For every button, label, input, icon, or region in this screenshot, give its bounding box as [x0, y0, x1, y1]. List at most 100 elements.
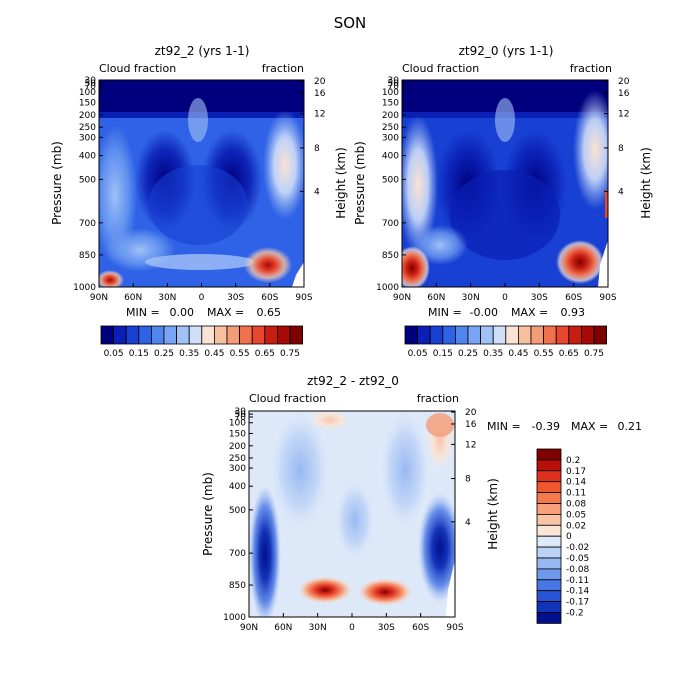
colorbar-label: 0.05	[408, 349, 428, 359]
y-tick-label: 250	[229, 454, 246, 464]
panel-b-colorbar: 0.05 0.15 0.25 0.35 0.45 0.55 0.65 0.75	[404, 325, 608, 359]
colorbar-label: 0	[566, 532, 572, 542]
colorbar-label: 0.08	[566, 500, 586, 510]
y-tick-label: 100	[79, 88, 96, 98]
y-tick-label: 150	[382, 99, 399, 109]
panel-a-y-ticks-right: 4 8 12 16 20	[300, 77, 326, 197]
colorbar-swatch	[555, 325, 570, 345]
panel-b-right-label: fraction	[570, 62, 612, 75]
panel-c-x-ticks: 90N 60N 30N 0 30S 60S 90S	[240, 613, 464, 633]
y-tick-label: 700	[79, 219, 96, 229]
y-tick-label: 30	[388, 76, 400, 86]
colorbar-label: -0.02	[566, 543, 589, 553]
colorbar-swatch	[536, 503, 562, 515]
y-tick-label: 850	[79, 251, 96, 261]
panel-a-x-ticks: 90N 60N 30N 0 30S 60S 90S	[90, 283, 313, 303]
x-tick-label: 90N	[90, 293, 108, 303]
colorbar-swatch	[568, 325, 582, 345]
colorbar-swatch	[188, 325, 203, 345]
colorbar-swatch	[536, 448, 562, 461]
y-tick-label: 250	[382, 123, 399, 133]
colorbar-swatch	[226, 325, 241, 345]
panel-c-field	[249, 411, 455, 617]
x-tick-label: 0	[502, 293, 508, 303]
panel-b-x-ticks: 90N 60N 30N 0 30S 60S 90S	[393, 283, 617, 303]
panel-b-y-ticks-right: 4 8 12 16 20	[604, 77, 630, 197]
colorbar-label: -0.14	[566, 587, 590, 597]
x-tick-label: 60N	[124, 293, 142, 303]
panel-c: zt92_2 - zt92_0 Cloud fraction fraction …	[201, 374, 642, 633]
y-tick-label: 700	[229, 549, 246, 559]
colorbar-swatch	[536, 492, 562, 504]
colorbar-swatch	[276, 325, 291, 345]
y-tick-right-label: 16	[465, 420, 477, 430]
y-tick-label: 300	[79, 133, 96, 143]
colorbar-label: 0.17	[566, 467, 586, 477]
panel-a-min-label: MIN =	[126, 306, 160, 319]
x-tick-label: 30N	[462, 293, 480, 303]
y-tick-label: 200	[382, 111, 399, 121]
colorbar-label: 0.14	[566, 478, 586, 488]
y-tick-right-label: 12	[618, 110, 629, 120]
x-tick-label: 30S	[227, 293, 244, 303]
x-tick-label: 60N	[427, 293, 445, 303]
colorbar-label: 0.45	[204, 349, 224, 359]
y-tick-label: 1000	[376, 283, 399, 293]
panel-a-right-label: fraction	[262, 62, 304, 75]
y-tick-label: 500	[382, 175, 399, 185]
colorbar-swatch	[239, 325, 253, 345]
panel-b: zt92_0 (yrs 1-1) Cloud fraction fraction…	[353, 44, 653, 359]
panel-a-title: zt92_2 (yrs 1-1)	[155, 44, 250, 58]
panel-b-ylabel: Pressure (mb)	[353, 141, 367, 225]
colorbar-swatch	[536, 535, 562, 548]
x-tick-label: 30S	[531, 293, 548, 303]
y-tick-label: 200	[79, 111, 96, 121]
y-tick-label: 150	[229, 429, 246, 439]
x-tick-label: 60S	[261, 293, 278, 303]
colorbar-swatch	[536, 612, 562, 624]
panel-a-max-value: 0.65	[257, 306, 282, 319]
x-tick-label: 30S	[378, 623, 395, 633]
colorbar-label: 0.45	[508, 349, 528, 359]
panel-a: zt92_2 (yrs 1-1) Cloud fraction fraction…	[50, 44, 348, 359]
colorbar-swatch	[593, 325, 608, 345]
colorbar-swatch	[492, 325, 507, 345]
colorbar-swatch	[536, 524, 562, 537]
colorbar-label: -0.11	[566, 576, 589, 586]
colorbar-swatch	[289, 325, 304, 345]
panel-b-ylabel-right: Height (km)	[639, 147, 653, 218]
colorbar-swatch	[404, 325, 419, 345]
panel-b-field	[402, 80, 608, 287]
colorbar-label: 0.2	[566, 456, 580, 466]
y-tick-label: 400	[382, 152, 399, 162]
colorbar-swatch	[138, 325, 152, 345]
y-tick-right-label: 4	[314, 187, 320, 197]
panel-a-ylabel: Pressure (mb)	[50, 141, 64, 225]
y-tick-label: 100	[229, 419, 246, 429]
y-tick-right-label: 8	[465, 475, 471, 485]
panel-c-left-label: Cloud fraction	[249, 392, 326, 405]
panel-c-y-ticks-right: 4 8 12 16 20	[451, 408, 477, 528]
y-tick-right-label: 16	[314, 89, 326, 99]
x-tick-label: 30N	[309, 623, 327, 633]
y-tick-label: 300	[229, 464, 246, 474]
colorbar-label: -0.2	[566, 609, 584, 619]
x-tick-label: 90S	[446, 623, 463, 633]
colorbar-swatch	[505, 325, 519, 345]
y-tick-label: 1000	[223, 613, 246, 623]
colorbar-swatch	[536, 470, 562, 483]
y-tick-label: 400	[79, 152, 96, 162]
colorbar-label: -0.08	[566, 565, 590, 575]
colorbar-swatch	[536, 514, 562, 526]
panel-b-min-value: -0.00	[470, 306, 498, 319]
y-tick-label: 100	[382, 88, 399, 98]
y-tick-right-label: 12	[465, 440, 476, 450]
y-tick-label: 70	[388, 82, 400, 92]
colorbar-label: 0.65	[559, 349, 579, 359]
panel-b-max-value: 0.93	[561, 306, 586, 319]
x-tick-label: 0	[199, 293, 205, 303]
y-tick-label: 50	[388, 79, 400, 89]
y-tick-right-label: 4	[465, 518, 471, 528]
